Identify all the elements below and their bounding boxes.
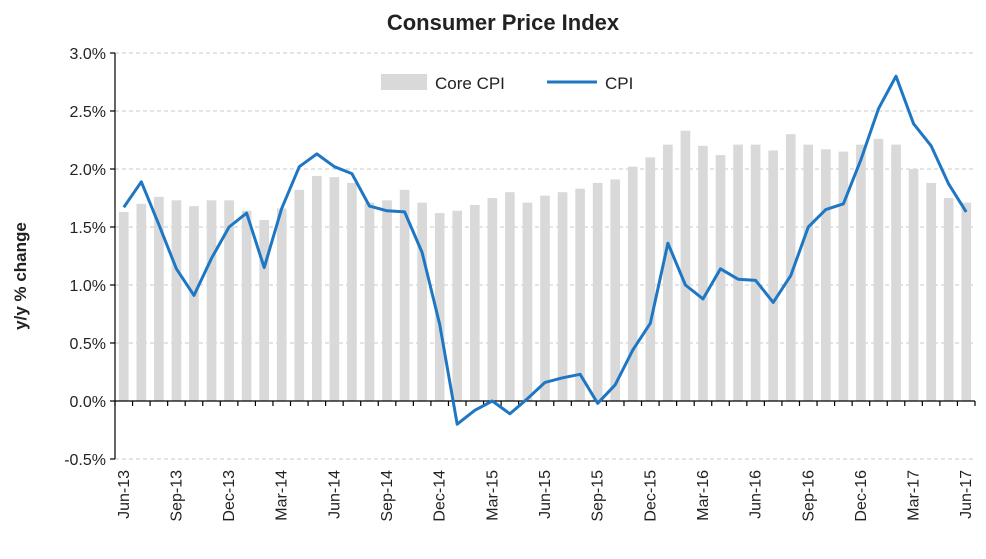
core-cpi-bar — [206, 200, 217, 401]
core-cpi-bar — [224, 200, 234, 401]
x-tick-label: Mar-17 — [906, 470, 923, 521]
core-cpi-bar — [575, 188, 585, 401]
axes — [110, 52, 976, 460]
y-tick-label: 1.5% — [70, 220, 106, 237]
core-cpi-bar — [154, 196, 164, 401]
core-cpi-bar — [873, 138, 884, 401]
x-tick-label: Jun-16 — [748, 470, 765, 519]
core-cpi-bar — [417, 202, 427, 401]
x-tick-label: Mar-16 — [695, 470, 712, 521]
y-tick-label: -0.5% — [64, 452, 106, 469]
core-cpi-bar — [118, 211, 129, 401]
core-cpi-bar — [382, 200, 392, 401]
core-cpi-bar — [891, 144, 901, 401]
x-tick-label: Jun-15 — [537, 470, 554, 519]
y-tick-label: 0.5% — [70, 336, 106, 353]
x-tick-label: Mar-14 — [274, 470, 291, 521]
x-tick-label: Dec-15 — [642, 470, 659, 522]
core-cpi-bar — [645, 157, 656, 401]
core-cpi-bar — [750, 144, 761, 401]
core-cpi-bar — [663, 144, 673, 401]
core-cpi-bar — [189, 206, 199, 401]
y-tick-label: 0.0% — [70, 394, 106, 411]
core-cpi-bar — [522, 202, 533, 401]
y-tick-label: 3.0% — [70, 46, 106, 63]
core-cpi-bar — [505, 192, 515, 401]
core-cpi-bar — [312, 175, 322, 401]
legend: Core CPI CPI — [381, 74, 633, 93]
y-tick-label: 2.0% — [70, 162, 106, 179]
core-cpi-bar — [820, 149, 831, 401]
legend-swatch-core-cpi — [381, 74, 427, 90]
core-cpi-bar — [241, 210, 252, 401]
core-cpi-bar — [259, 220, 270, 401]
core-cpi-bar — [961, 202, 972, 401]
x-tick-label: Dec-14 — [432, 470, 449, 522]
core-cpi-bar — [452, 210, 463, 401]
core-cpi-bar — [592, 182, 603, 401]
y-tick-label: 2.5% — [70, 104, 106, 121]
core-cpi-bar — [768, 150, 778, 401]
y-tick-labels: -0.5% 0.0% 0.5% 1.0% 1.5% 2.0% 2.5% 3.0% — [64, 46, 106, 469]
x-tick-label: Sep-15 — [590, 470, 607, 522]
x-tick-label: Jun-13 — [116, 470, 133, 519]
core-cpi-bar — [733, 144, 743, 401]
core-cpi-bar — [610, 179, 621, 401]
core-cpi-bar — [715, 155, 726, 401]
core-cpi-bar — [136, 203, 147, 401]
core-cpi-bar — [838, 151, 849, 401]
cpi-line-layer — [122, 74, 968, 426]
core-cpi-bar — [803, 144, 814, 401]
core-cpi-bar — [557, 192, 568, 401]
core-cpi-bar — [469, 204, 480, 401]
core-cpi-bar — [294, 189, 305, 401]
x-tick-label: Sep-14 — [379, 470, 396, 522]
x-tick-label: Sep-13 — [168, 470, 185, 522]
core-cpi-bar — [276, 208, 287, 401]
x-tick-label: Sep-16 — [800, 470, 817, 522]
legend-label-cpi: CPI — [605, 74, 633, 93]
core-cpi-bar — [329, 177, 340, 401]
core-cpi-bar — [698, 145, 708, 401]
x-tick-labels: Jun-13 Sep-13 Dec-13 Mar-14 Jun-14 Sep-14 Dec-… — [116, 470, 975, 522]
x-tick-label: Jun-14 — [326, 470, 343, 519]
core-cpi-bar — [364, 202, 375, 401]
core-cpi-bar — [908, 169, 919, 401]
core-cpi-bar — [434, 213, 445, 401]
core-cpi-bar — [785, 134, 796, 401]
legend-label-core-cpi: Core CPI — [435, 74, 505, 93]
cpi-line — [122, 74, 968, 426]
core-cpi-bar — [540, 195, 550, 401]
y-tick-label: 1.0% — [70, 278, 106, 295]
x-tick-label: Dec-16 — [853, 470, 870, 522]
core-cpi-bar — [399, 189, 410, 401]
chart-title: Consumer Price Index — [387, 10, 620, 35]
core-cpi-bar — [171, 200, 182, 401]
core-cpi-bar — [487, 198, 498, 401]
core-cpi-bar — [943, 198, 954, 401]
core-cpi-bars — [118, 130, 972, 401]
core-cpi-bar — [926, 182, 936, 401]
core-cpi-bar — [627, 166, 638, 401]
core-cpi-bar — [856, 144, 866, 401]
core-cpi-bar — [680, 130, 691, 401]
x-tick-label: Mar-15 — [484, 470, 501, 521]
y-axis-label: y/y % change — [11, 222, 30, 330]
core-cpi-bar — [347, 182, 357, 401]
x-tick-label: Jun-17 — [958, 470, 975, 519]
x-tick-label: Dec-13 — [221, 470, 238, 522]
